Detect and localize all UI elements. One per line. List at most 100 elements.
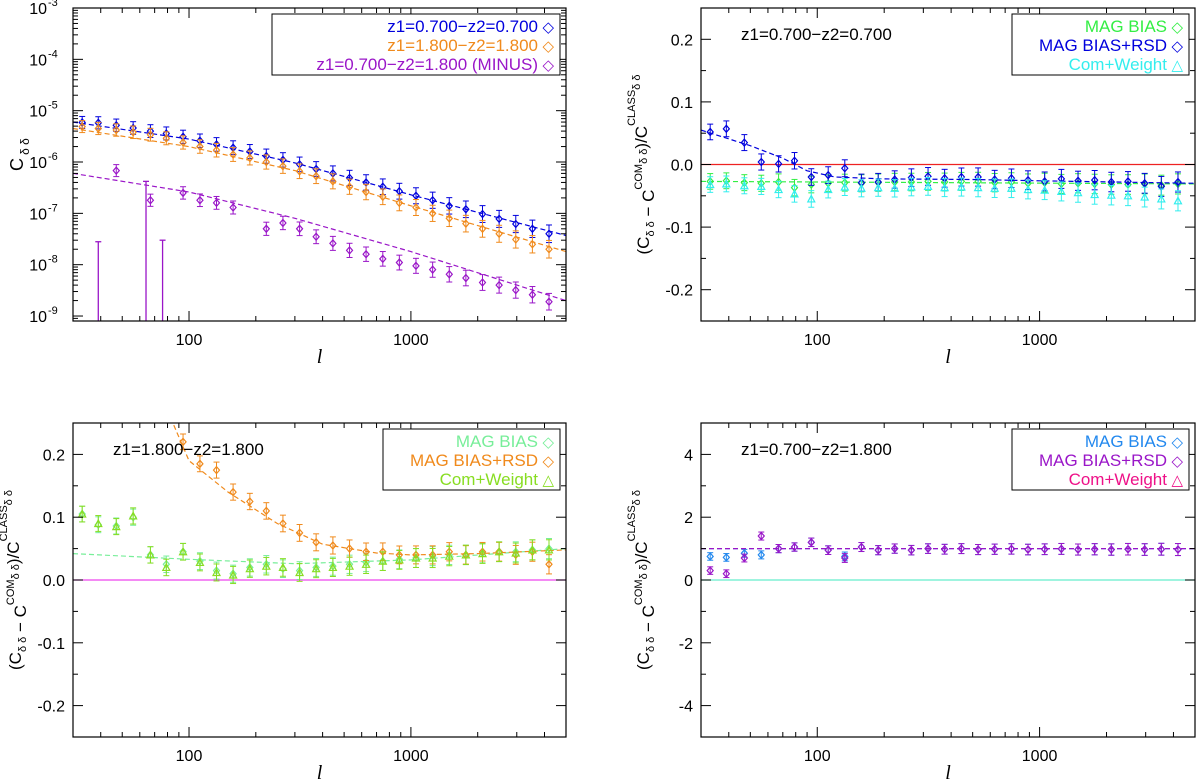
data-point [395,198,404,208]
y-tick-exponent: -8 [48,254,58,266]
y-axis-label-part: δ δ [638,149,650,164]
data-point [112,166,121,176]
y-axis-label-part: (C [6,652,25,670]
legend-label: z1=0.700−z2=0.700 [387,17,538,36]
x-tick-label: 100 [804,748,831,765]
y-tick-label: 10 [29,155,47,172]
model-curve [73,548,566,565]
data-point [722,569,731,579]
data-point [461,550,471,559]
x-tick-label: 1000 [1022,748,1058,765]
data-point [495,280,503,290]
legend: z1=0.700−z2=0.700 ◇z1=1.800−z2=1.800 ◇z1=0… [271,13,561,76]
plot-area [73,423,566,585]
data-point [824,170,832,180]
y-tick-label: 0.1 [671,95,693,112]
legend-symbol: ◇ [1171,434,1183,451]
legend-box [271,13,561,76]
data-point [228,570,238,579]
data-point [311,563,321,573]
x-axis-label: l [317,762,323,783]
data-point [1124,176,1132,186]
data-point [873,182,883,192]
legend-symbol: ◇ [542,19,554,36]
data-point [1057,544,1066,554]
data-point [807,180,816,189]
data-point [841,553,849,563]
data-point [178,546,188,556]
data-point [295,166,304,176]
data-point [279,218,287,228]
data-point [774,544,783,554]
data-point [262,506,271,516]
x-axis-label: l [945,762,951,783]
data-point [161,562,171,572]
data-point [1156,194,1166,203]
data-point [823,184,833,194]
y-axis-label-part: )/C [632,541,651,564]
data-point [856,183,866,192]
data-point [807,537,816,547]
data-point [295,224,304,234]
data-point [990,544,999,554]
legend-symbol: △ [1171,472,1183,489]
data-point [511,285,520,295]
data-point [722,124,731,134]
data-point [295,567,305,577]
legend-label: MAG BIAS [1085,17,1167,36]
y-axis-label-part: δ δ [10,564,22,579]
data-point [1074,545,1082,554]
data-point [312,171,320,181]
data-point [245,563,255,573]
data-point [924,544,932,554]
legend-label: MAG BIAS [456,432,538,451]
data-point [1106,190,1116,199]
data-point [412,203,420,212]
data-point [906,182,916,191]
data-point [278,562,288,572]
y-axis-label-part: − C [639,605,658,637]
legend-label: Com+Weight [440,470,539,489]
data-point [445,269,454,279]
data-point [179,437,187,447]
y-axis-label: C [7,158,27,171]
data-point [362,187,370,197]
data-point [790,542,799,552]
y-tick-label: 0 [684,573,693,590]
data-point [544,545,554,554]
data-point [162,133,171,143]
legend-box [1011,428,1190,491]
data-point [196,142,204,151]
y-tick-exponent: -7 [48,202,58,214]
y-tick-label: -4 [679,699,693,716]
data-point [1090,175,1099,185]
y-axis: -0.2-0.10.00.10.2(Cδ δ − CCOMδ δ)/CCLASS… [0,422,566,738]
data-point [345,544,354,554]
data-point [1040,544,1049,554]
data-point [279,161,287,171]
data-point [840,182,850,191]
data-point [706,127,714,137]
data-point [495,214,503,224]
data-point [462,273,470,283]
legend-symbol: ◇ [1171,19,1183,36]
x-tick-label: 100 [804,332,831,349]
y-tick-label: 0.2 [43,447,65,464]
y-tick-label: 0.0 [671,158,693,175]
y-tick-exponent: -3 [48,0,58,9]
data-point [111,521,121,531]
data-point [395,258,404,267]
data-point [706,552,714,561]
data-point [195,557,205,567]
y-tick-label: -0.2 [37,699,65,716]
data-point [722,552,731,562]
data-point [940,544,949,554]
data-point [345,561,355,570]
data-point [757,531,766,541]
series-1 [701,120,1195,197]
data-point [212,145,221,155]
y-tick-exponent: -4 [48,48,58,60]
legend-symbol: ◇ [542,434,554,451]
data-point [705,179,715,189]
